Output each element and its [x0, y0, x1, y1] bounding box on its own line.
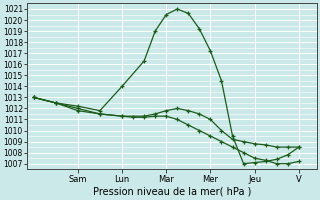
X-axis label: Pression niveau de la mer( hPa ): Pression niveau de la mer( hPa ) [92, 187, 251, 197]
